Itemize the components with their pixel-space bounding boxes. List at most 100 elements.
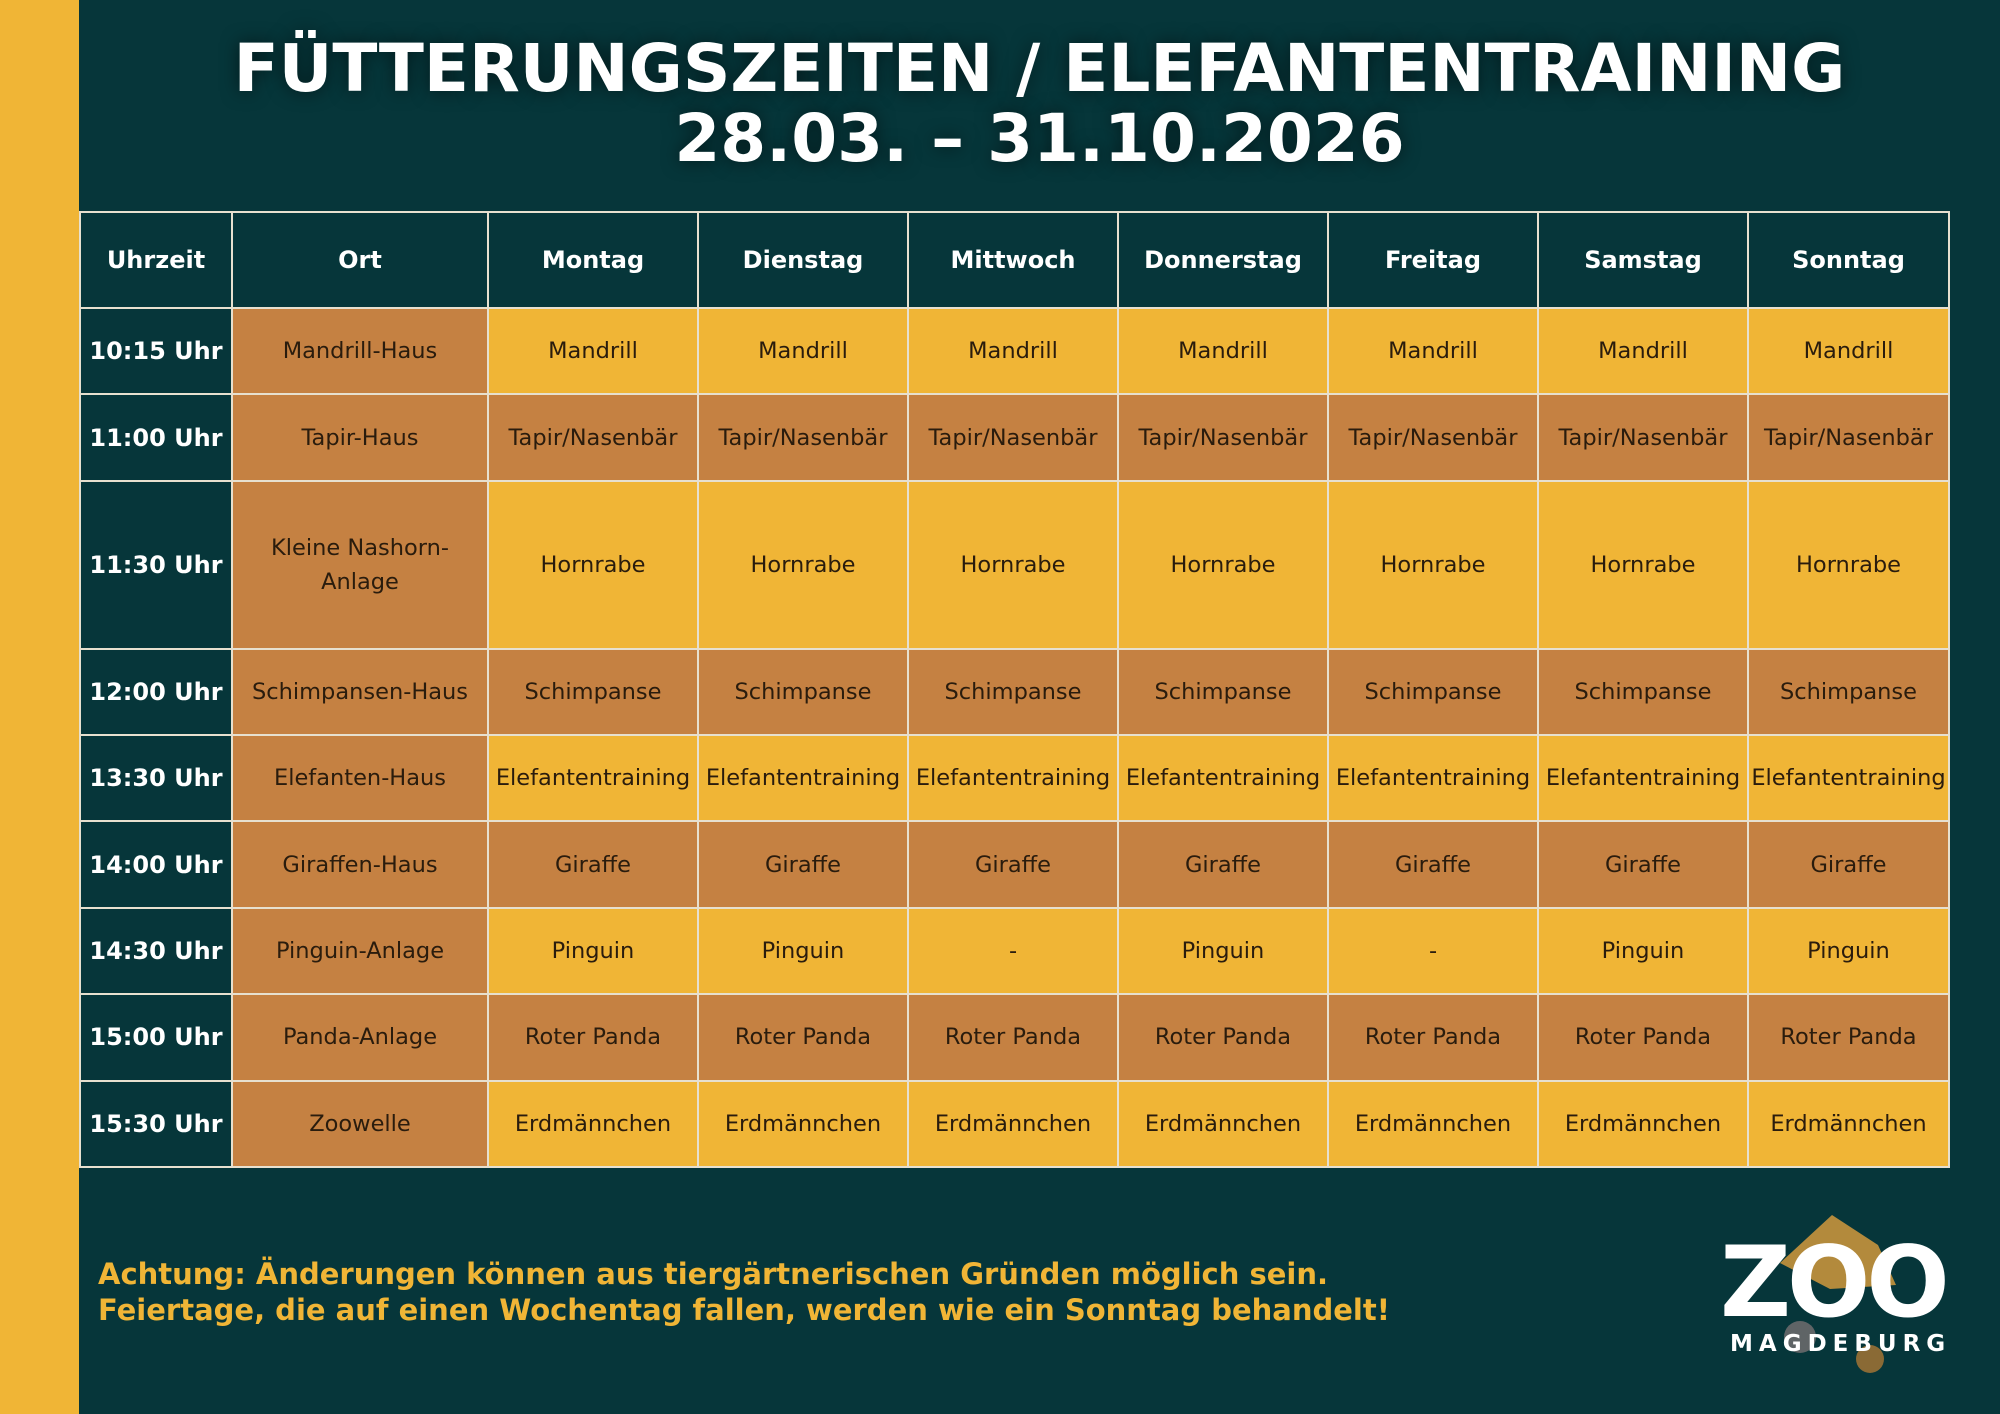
logo-shape-icon: [1780, 1215, 1896, 1373]
header-donnerstag: Donnerstag: [1117, 211, 1329, 309]
ort-cell: Tapir-Haus: [231, 393, 489, 482]
feeding-cell: Hornrabe: [907, 479, 1119, 650]
feeding-cell: Giraffe: [697, 820, 909, 909]
ort-cell: Schimpansen-Haus: [231, 647, 489, 737]
feeding-cell: Elefantentraining: [1747, 734, 1950, 823]
ort-cell: Zoowelle: [231, 1079, 489, 1169]
feeding-cell: Schimpanse: [1327, 647, 1539, 737]
ort-cell: Pinguin-Anlage: [231, 906, 489, 996]
ort-cell: Giraffen-Haus: [231, 820, 489, 909]
header-dienstag: Dienstag: [697, 211, 909, 309]
feeding-cell: Roter Panda: [1117, 993, 1329, 1082]
feeding-cell: Pinguin: [1747, 906, 1950, 996]
time-cell: 15:30 Uhr: [79, 1079, 233, 1169]
feeding-cell: Roter Panda: [697, 993, 909, 1082]
header-row: Uhrzeit Ort Montag Dienstag Mittwoch Don…: [79, 211, 1950, 309]
feeding-cell: Elefantentraining: [907, 734, 1119, 823]
feeding-cell: Schimpanse: [697, 647, 909, 737]
feeding-cell: Pinguin: [697, 906, 909, 996]
feeding-cell: Giraffe: [1747, 820, 1950, 909]
feeding-cell: Elefantentraining: [1117, 734, 1329, 823]
feeding-cell: -: [907, 906, 1119, 996]
feeding-cell: Elefantentraining: [1537, 734, 1749, 823]
ort-line-1: Kleine Nashorn-: [271, 534, 449, 561]
ort-cell: Kleine Nashorn- Anlage: [231, 479, 489, 650]
feeding-cell: Roter Panda: [907, 993, 1119, 1082]
feeding-cell: Roter Panda: [487, 993, 699, 1082]
time-cell: 10:15 Uhr: [79, 306, 233, 396]
header-mittwoch: Mittwoch: [907, 211, 1119, 309]
table-row: 11:30 Uhr Kleine Nashorn- Anlage Hornrabe…: [79, 479, 1950, 650]
feeding-cell: Tapir/Nasenbär: [907, 393, 1119, 482]
feeding-cell: Roter Panda: [1747, 993, 1950, 1082]
feeding-cell: Schimpanse: [1747, 647, 1950, 737]
feeding-cell: Giraffe: [1327, 820, 1539, 909]
feeding-cell: -: [1327, 906, 1539, 996]
feeding-cell: Schimpanse: [1117, 647, 1329, 737]
feeding-cell: Giraffe: [1537, 820, 1749, 909]
feeding-cell: Pinguin: [1537, 906, 1749, 996]
feeding-cell: Hornrabe: [1747, 479, 1950, 650]
time-cell: 15:00 Uhr: [79, 993, 233, 1082]
feeding-cell: Giraffe: [907, 820, 1119, 909]
feeding-cell: Mandrill: [697, 306, 909, 396]
feeding-cell: Tapir/Nasenbär: [487, 393, 699, 482]
feeding-cell: Pinguin: [487, 906, 699, 996]
feeding-cell: Elefantentraining: [697, 734, 909, 823]
feeding-cell: Tapir/Nasenbär: [1327, 393, 1539, 482]
feeding-cell: Hornrabe: [487, 479, 699, 650]
ort-cell: Mandrill-Haus: [231, 306, 489, 396]
time-cell: 14:00 Uhr: [79, 820, 233, 909]
time-cell: 13:30 Uhr: [79, 734, 233, 823]
header-samstag: Samstag: [1537, 211, 1749, 309]
table-row: 12:00 Uhr Schimpansen-Haus Schimpanse Sc…: [79, 647, 1950, 737]
ort-line-2: Anlage: [321, 568, 399, 595]
feeding-cell: Erdmännchen: [907, 1079, 1119, 1169]
header-freitag: Freitag: [1327, 211, 1539, 309]
feeding-cell: Pinguin: [1117, 906, 1329, 996]
feeding-cell: Hornrabe: [1117, 479, 1329, 650]
feeding-cell: Tapir/Nasenbär: [697, 393, 909, 482]
time-cell: 14:30 Uhr: [79, 906, 233, 996]
feeding-cell: Erdmännchen: [697, 1079, 909, 1169]
schedule-table: Uhrzeit Ort Montag Dienstag Mittwoch Don…: [79, 211, 1950, 1169]
notice-text: Achtung: Änderungen können aus tiergärtn…: [98, 1256, 1390, 1328]
feeding-cell: Giraffe: [487, 820, 699, 909]
ort-cell: Elefanten-Haus: [231, 734, 489, 823]
logo-stone-shape: [1856, 1345, 1884, 1373]
zoo-magdeburg-logo: ZOO MAGDEBURG: [1720, 1205, 1950, 1375]
header-montag: Montag: [487, 211, 699, 309]
feeding-cell: Giraffe: [1117, 820, 1329, 909]
time-cell: 12:00 Uhr: [79, 647, 233, 737]
table-row: 11:00 Uhr Tapir-Haus Tapir/Nasenbär Tapi…: [79, 393, 1950, 482]
feeding-cell: Mandrill: [487, 306, 699, 396]
feeding-cell: Hornrabe: [697, 479, 909, 650]
header-sonntag: Sonntag: [1747, 211, 1950, 309]
feeding-cell: Mandrill: [1327, 306, 1539, 396]
feeding-cell: Schimpanse: [907, 647, 1119, 737]
table-row: 10:15 Uhr Mandrill-Haus Mandrill Mandril…: [79, 306, 1950, 396]
feeding-cell: Erdmännchen: [1117, 1079, 1329, 1169]
feeding-cell: Roter Panda: [1327, 993, 1539, 1082]
feeding-cell: Mandrill: [1117, 306, 1329, 396]
time-cell: 11:00 Uhr: [79, 393, 233, 482]
feeding-cell: Erdmännchen: [1747, 1079, 1950, 1169]
ort-cell: Panda-Anlage: [231, 993, 489, 1082]
feeding-cell: Erdmännchen: [1537, 1079, 1749, 1169]
time-cell: 11:30 Uhr: [79, 479, 233, 650]
notice-line-1: Achtung: Änderungen können aus tiergärtn…: [98, 1257, 1329, 1291]
table-row: 15:00 Uhr Panda-Anlage Roter Panda Roter…: [79, 993, 1950, 1082]
feeding-cell: Tapir/Nasenbär: [1537, 393, 1749, 482]
table-row: 14:00 Uhr Giraffen-Haus Giraffe Giraffe …: [79, 820, 1950, 909]
feeding-cell: Tapir/Nasenbär: [1747, 393, 1950, 482]
logo-mountain-shape: [1780, 1215, 1896, 1289]
table-row: 15:30 Uhr Zoowelle Erdmännchen Erdmännch…: [79, 1079, 1950, 1169]
header-ort: Ort: [231, 211, 489, 309]
title-line-1: FÜTTERUNGSZEITEN / ELEFANTENTRAINING: [233, 30, 1846, 107]
feeding-cell: Mandrill: [1747, 306, 1950, 396]
feeding-cell: Elefantentraining: [487, 734, 699, 823]
feeding-cell: Tapir/Nasenbär: [1117, 393, 1329, 482]
logo-rock-shape: [1784, 1321, 1816, 1353]
table-row: 14:30 Uhr Pinguin-Anlage Pinguin Pinguin…: [79, 906, 1950, 996]
page-title: FÜTTERUNGSZEITEN / ELEFANTENTRAINING 28.…: [79, 34, 2000, 174]
